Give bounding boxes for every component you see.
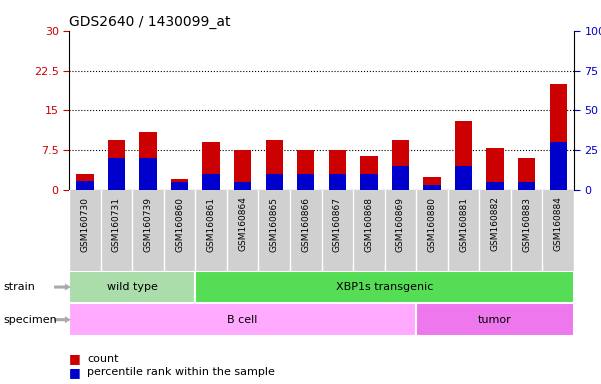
Text: strain: strain xyxy=(3,282,35,292)
Bar xyxy=(108,140,125,190)
Text: GSM160884: GSM160884 xyxy=(554,197,563,252)
Text: GSM160881: GSM160881 xyxy=(459,197,468,252)
Bar xyxy=(518,182,535,190)
Bar xyxy=(329,174,346,190)
Bar xyxy=(416,303,574,336)
Text: GSM160739: GSM160739 xyxy=(144,197,153,252)
Bar xyxy=(171,182,188,190)
Text: GSM160861: GSM160861 xyxy=(207,197,216,252)
Bar xyxy=(76,174,94,190)
Bar xyxy=(423,177,441,190)
Bar xyxy=(139,132,157,190)
Text: GSM160882: GSM160882 xyxy=(490,197,499,252)
Text: GSM160883: GSM160883 xyxy=(522,197,531,252)
Bar xyxy=(234,182,251,190)
Text: GSM160866: GSM160866 xyxy=(301,197,310,252)
Text: GSM160731: GSM160731 xyxy=(112,197,121,252)
Text: wild type: wild type xyxy=(107,282,157,292)
Bar xyxy=(329,150,346,190)
Text: GSM160864: GSM160864 xyxy=(238,197,247,252)
Text: percentile rank within the sample: percentile rank within the sample xyxy=(87,367,275,377)
Bar xyxy=(108,158,125,190)
Bar xyxy=(360,174,377,190)
Bar xyxy=(549,84,567,190)
Bar xyxy=(297,174,314,190)
Bar xyxy=(455,166,472,190)
Bar xyxy=(171,179,188,190)
Text: GSM160868: GSM160868 xyxy=(364,197,373,252)
Bar xyxy=(486,182,504,190)
Text: GDS2640 / 1430099_at: GDS2640 / 1430099_at xyxy=(69,15,231,29)
Bar xyxy=(266,140,283,190)
Bar xyxy=(69,271,195,303)
Bar xyxy=(139,158,157,190)
Bar xyxy=(203,174,220,190)
Bar xyxy=(195,271,574,303)
Bar xyxy=(455,121,472,190)
Text: specimen: specimen xyxy=(3,314,56,325)
Bar xyxy=(203,142,220,190)
Text: GSM160880: GSM160880 xyxy=(427,197,436,252)
Bar xyxy=(69,303,416,336)
Text: XBP1s transgenic: XBP1s transgenic xyxy=(336,282,433,292)
Bar xyxy=(234,150,251,190)
Bar xyxy=(392,140,409,190)
Bar xyxy=(423,185,441,190)
Text: GSM160869: GSM160869 xyxy=(396,197,405,252)
Bar xyxy=(518,158,535,190)
Text: count: count xyxy=(87,354,118,364)
Bar xyxy=(297,150,314,190)
Text: ■: ■ xyxy=(69,366,81,379)
Bar xyxy=(486,147,504,190)
Text: GSM160730: GSM160730 xyxy=(81,197,90,252)
Text: GSM160865: GSM160865 xyxy=(270,197,279,252)
Bar xyxy=(549,142,567,190)
Bar xyxy=(360,156,377,190)
Bar xyxy=(76,180,94,190)
Text: tumor: tumor xyxy=(478,314,512,325)
Text: ■: ■ xyxy=(69,353,81,366)
Text: B cell: B cell xyxy=(227,314,258,325)
Text: GSM160860: GSM160860 xyxy=(175,197,184,252)
Bar xyxy=(266,174,283,190)
Bar xyxy=(392,166,409,190)
Text: GSM160867: GSM160867 xyxy=(333,197,342,252)
